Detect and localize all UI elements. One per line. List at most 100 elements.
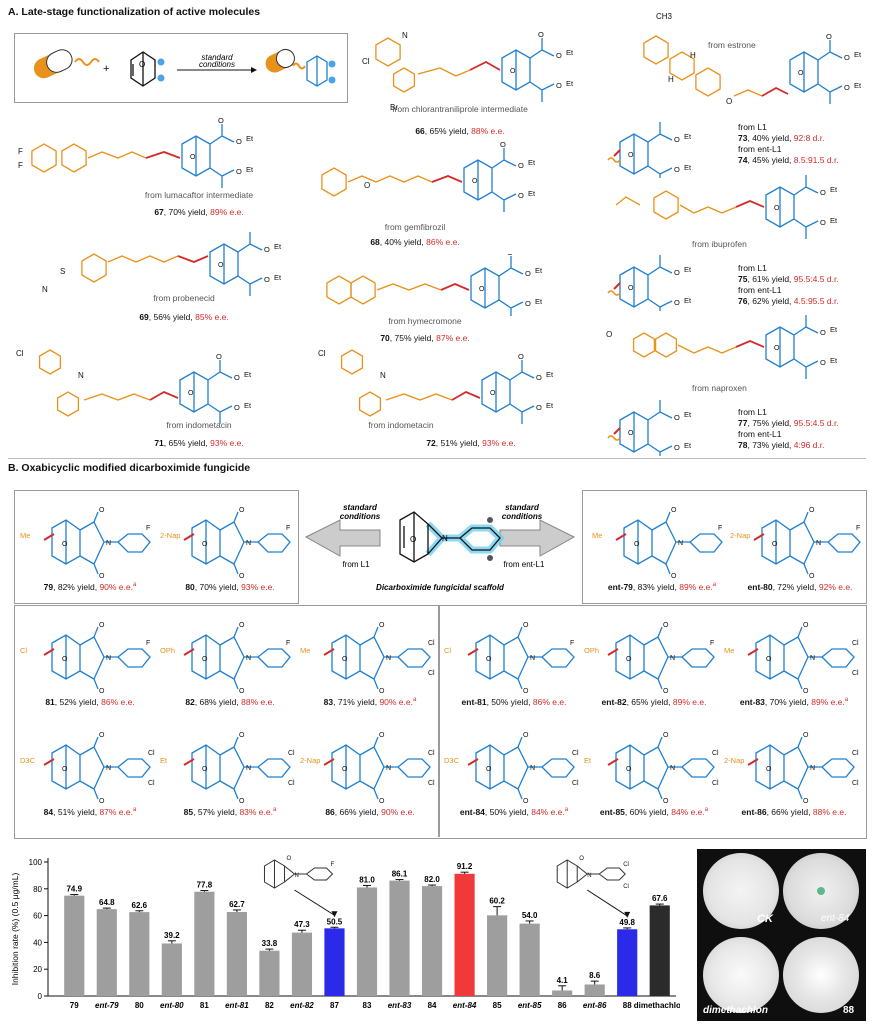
svg-text:O: O: [671, 507, 677, 514]
bar-88: [617, 929, 638, 996]
compound-86-ee: 90% e.e.: [381, 807, 415, 817]
svg-text:Et: Et: [830, 325, 838, 334]
svg-text:O: O: [202, 541, 208, 548]
svg-text:O: O: [803, 688, 809, 693]
chart-ytick-label: 100: [29, 858, 43, 867]
svg-text:Et: Et: [684, 163, 692, 172]
svg-text:Cl: Cl: [428, 780, 435, 787]
svg-text:OPh: OPh: [584, 646, 599, 655]
svg-text:conditions: conditions: [199, 60, 235, 69]
compound-71-id: 71: [154, 438, 164, 448]
svg-text:O: O: [628, 430, 634, 437]
compound-73-id: 73: [738, 133, 748, 143]
compound-67-source: from lumacaftor intermediate: [144, 190, 254, 200]
svg-text:F: F: [286, 640, 290, 647]
compound-81-yield: , 52% yield,: [54, 697, 102, 707]
svg-text:Cl: Cl: [852, 640, 859, 647]
svg-text:O: O: [472, 178, 478, 185]
svg-text:O: O: [379, 622, 385, 629]
bar-value-label: 60.2: [489, 897, 505, 906]
svg-text:Et: Et: [854, 81, 862, 90]
svg-text:N: N: [816, 540, 821, 547]
compound-ent-81-id: ent-81: [461, 697, 487, 707]
svg-text:O: O: [674, 165, 680, 174]
compound-66-yield: 65% yield,: [429, 126, 469, 136]
svg-text:O: O: [518, 352, 524, 361]
compound-ent-80-structure: O O O N F 2-Nap: [730, 507, 861, 580]
compound-ent-82: O O O N F OPh ent-82, 65% yield, 89% e.e.: [584, 615, 724, 715]
svg-text:Cl: Cl: [572, 780, 579, 787]
bar-dimethachlon: [649, 905, 670, 996]
svg-text:N: N: [294, 873, 298, 879]
bar-value-label: 91.2: [457, 862, 473, 871]
box-b-right: [582, 490, 867, 604]
compound-74-id: 74: [738, 155, 748, 165]
compound-85: O O O N Cl Cl Et 85, 57% yield, 83% e.e.a: [160, 725, 300, 825]
compound-ent-82-yield: , 65% yield,: [626, 697, 673, 707]
compound-69-ee: 85% e.e.: [195, 312, 229, 322]
svg-text:O: O: [239, 507, 245, 514]
chart-xtick-label: 83: [363, 1001, 372, 1010]
compound-72: Cl N O O Et O Et O from indometacin 72, 51% yie…: [316, 340, 616, 450]
svg-text:O: O: [239, 622, 245, 629]
compound-70-source: from hymecromone: [388, 316, 462, 326]
chart-xtick-label: 84: [428, 1001, 437, 1010]
svg-text:O: O: [139, 60, 145, 69]
compound-84-ee: 87% e.e.: [99, 807, 133, 817]
svg-text:from L1: from L1: [342, 560, 370, 569]
compound-85-ee: 83% e.e.: [239, 807, 273, 817]
naproxen-results: from L1 77, 75% yield, 95.5:4.5 d.r. fro…: [738, 407, 839, 451]
compound-ent-86-id: ent-86: [741, 807, 767, 817]
box-b-divider: [438, 605, 440, 837]
svg-text:N: N: [106, 765, 111, 772]
svg-text:O: O: [606, 330, 612, 339]
svg-text:OPh: OPh: [160, 646, 175, 655]
svg-text:O: O: [218, 262, 224, 269]
svg-text:O: O: [809, 573, 815, 578]
bar-value-label: 33.8: [262, 939, 278, 948]
compound-86-structure: O O O N Cl Cl 2-Nap: [300, 732, 435, 805]
box-b-left: [14, 490, 299, 604]
svg-text:Cl: Cl: [428, 670, 435, 677]
svg-text:Cl: Cl: [16, 349, 24, 358]
svg-text:O: O: [820, 328, 826, 337]
svg-text:Et: Et: [546, 370, 554, 379]
ibuprofen-structure: O O Et O Et O: [615, 167, 838, 239]
compound-ent-79-ee: 89% e.e.: [679, 582, 713, 592]
svg-text:O: O: [190, 154, 196, 161]
svg-text:O: O: [809, 507, 815, 514]
svg-text:O: O: [62, 766, 68, 773]
svg-text:O: O: [286, 856, 291, 862]
chart-xtick-label: 80: [135, 1001, 144, 1010]
compound-70-id: 70: [380, 333, 390, 343]
compound-ent-84-caption: ent-84, 50% yield, 84% e.e.a: [444, 807, 584, 817]
svg-text:O: O: [663, 798, 669, 803]
svg-text:F: F: [18, 147, 23, 156]
svg-text:O: O: [490, 390, 496, 397]
plate-88-label: 88: [843, 1005, 855, 1016]
chart-ytick-label: 0: [38, 992, 43, 1001]
box-b-bottom: [14, 605, 867, 839]
chart-xtick-label: ent-82: [290, 1001, 314, 1010]
svg-text:O: O: [626, 766, 632, 773]
svg-text:O: O: [525, 299, 531, 308]
compound-86-id: 86: [325, 807, 335, 817]
estrone-line3: from ent-L1: [738, 144, 782, 154]
compound-ent-83-yield: , 70% yield,: [764, 697, 812, 707]
svg-text:O: O: [99, 732, 105, 739]
compound-85-structure: O O O N Cl Cl Et: [160, 732, 295, 805]
svg-text:O: O: [523, 732, 529, 739]
svg-text:O: O: [656, 122, 662, 123]
svg-text:Br: Br: [390, 103, 398, 112]
chart-ytick-label: 40: [33, 938, 42, 947]
svg-text:Et: Et: [830, 216, 838, 225]
compound-estrone-group: H H O O O Et O Et O from estrone CH3 O O Et O Et O fr…: [596, 10, 868, 178]
svg-text:2-Nap: 2-Nap: [300, 756, 320, 765]
inset-structure: [263, 859, 334, 889]
svg-text:Et: Et: [830, 356, 838, 365]
chart-xtick-label: 87: [330, 1001, 339, 1010]
svg-text:O: O: [507, 254, 513, 257]
chart-xtick-label: dimethachlon: [634, 1001, 680, 1010]
chart-ytick-label: 20: [33, 965, 42, 974]
